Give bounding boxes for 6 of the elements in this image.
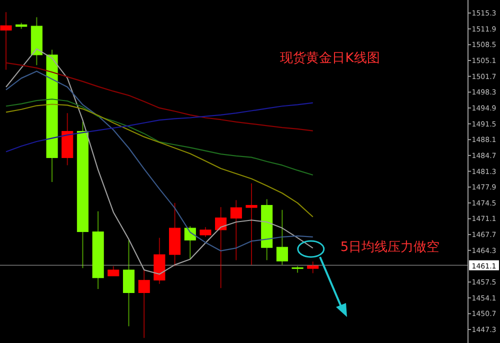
text: 5日均线压力做空 [340,240,440,255]
line-series [5,104,314,218]
line-series [5,70,314,252]
text: 现货黄金日K线图 [280,51,380,66]
line-series [5,102,314,152]
line-series [5,98,314,176]
